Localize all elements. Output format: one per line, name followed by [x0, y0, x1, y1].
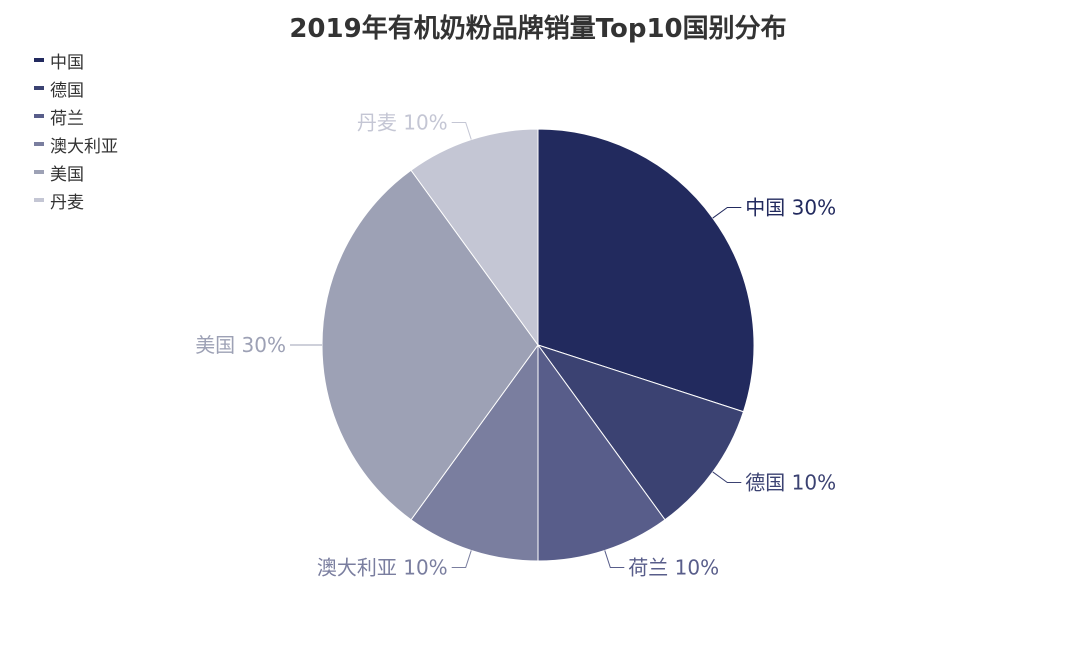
- pie-slice-label: 澳大利亚 10%: [317, 556, 448, 580]
- legend-item[interactable]: 澳大利亚: [34, 130, 118, 158]
- legend-label: 德国: [50, 80, 84, 101]
- legend-item[interactable]: 美国: [34, 158, 118, 186]
- pie-slice-label: 德国 10%: [745, 471, 836, 495]
- chart-title: 2019年有机奶粉品牌销量Top10国别分布: [289, 14, 787, 44]
- chart-legend: 中国德国荷兰澳大利亚美国丹麦: [34, 46, 118, 214]
- legend-swatch: [34, 142, 44, 146]
- pie-slice-label: 中国 30%: [745, 195, 836, 219]
- legend-item[interactable]: 德国: [34, 74, 118, 102]
- legend-item[interactable]: 荷兰: [34, 102, 118, 130]
- pie-leader-line: [451, 550, 472, 569]
- legend-label: 中国: [50, 52, 84, 73]
- legend-swatch: [34, 86, 44, 90]
- pie-slice-label: 荷兰 10%: [628, 556, 719, 580]
- legend-label: 澳大利亚: [50, 136, 118, 157]
- pie-labels: 中国 30% 德国 10% 荷兰 10% 澳大利亚 10% 美国 30% 丹麦 10%: [195, 110, 836, 579]
- pie-leader-lines: [290, 121, 742, 569]
- legend-label: 荷兰: [50, 108, 84, 129]
- legend-swatch: [34, 114, 44, 118]
- legend-swatch: [34, 198, 44, 202]
- pie-slices: [321, 128, 755, 562]
- legend-label: 丹麦: [50, 192, 84, 213]
- legend-label: 美国: [50, 164, 84, 185]
- legend-swatch: [34, 170, 44, 174]
- pie-leader-line: [712, 471, 742, 484]
- pie-leader-line: [712, 206, 742, 219]
- pie-slice-label: 丹麦 10%: [357, 110, 448, 134]
- pie-slice[interactable]: [537, 128, 755, 413]
- pie-leader-line: [451, 121, 472, 140]
- legend-item[interactable]: 丹麦: [34, 186, 118, 214]
- legend-swatch: [34, 58, 44, 62]
- pie-leader-line: [604, 550, 625, 569]
- legend-item[interactable]: 中国: [34, 46, 118, 74]
- pie-slice-label: 美国 30%: [195, 333, 286, 357]
